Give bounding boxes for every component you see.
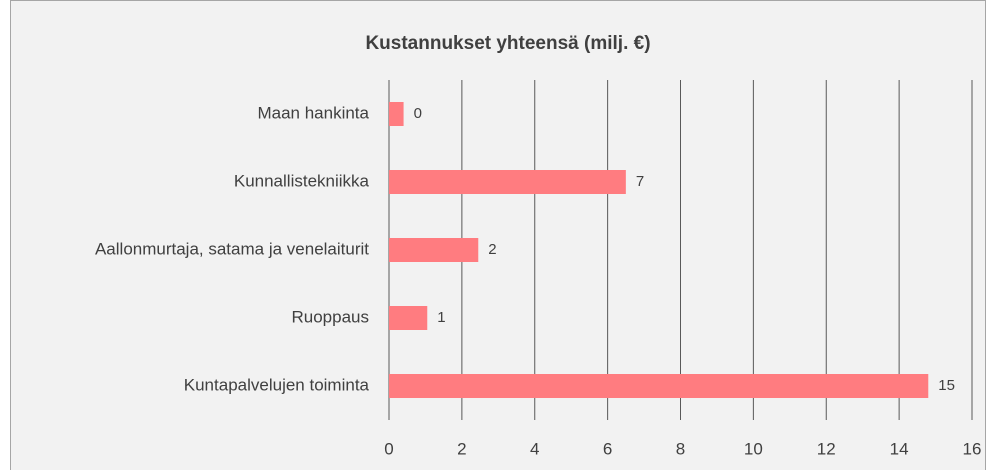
x-tick-label: 4 <box>530 439 539 458</box>
x-tick-label: 2 <box>457 439 466 458</box>
x-tick-label: 6 <box>603 439 612 458</box>
bar <box>389 238 479 262</box>
x-tick-label: 12 <box>817 439 836 458</box>
chart-title: Kustannukset yhteensä (milj. €) <box>365 33 650 54</box>
data-label: 15 <box>938 377 955 394</box>
y-tick-label: Aallonmurtaja, satama ja venelaiturit <box>95 239 369 258</box>
bar <box>389 374 929 398</box>
data-label: 7 <box>636 173 644 190</box>
y-tick-label: Kuntapalvelujen toiminta <box>184 375 370 394</box>
bar <box>389 306 428 330</box>
x-tick-label: 0 <box>384 439 393 458</box>
data-label: 1 <box>437 309 445 326</box>
x-tick-label: 8 <box>676 439 685 458</box>
chart-background <box>10 0 986 470</box>
y-tick-label: Kunnallistekniikka <box>234 171 370 190</box>
data-label: 0 <box>414 105 422 122</box>
bar <box>389 102 404 126</box>
bar <box>389 170 626 194</box>
y-tick-label: Ruoppaus <box>291 307 369 326</box>
data-label: 2 <box>488 241 496 258</box>
y-tick-label: Maan hankinta <box>257 103 369 122</box>
x-tick-label: 10 <box>744 439 763 458</box>
x-tick-label: 14 <box>890 439 909 458</box>
x-tick-label: 16 <box>963 439 982 458</box>
